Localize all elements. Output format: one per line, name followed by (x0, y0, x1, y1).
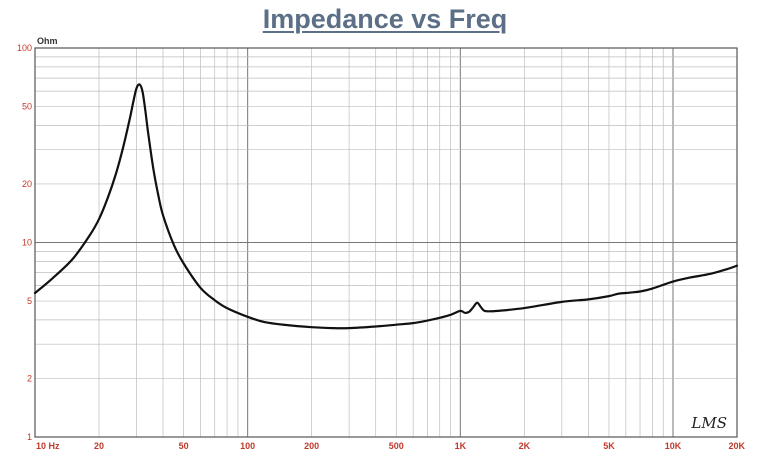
y-tick-label: 100 (17, 43, 32, 53)
x-tick-label: 10 Hz (36, 441, 60, 451)
y-axis-ticks: 100 50 20 10 5 2 1 (17, 43, 32, 442)
y-tick-label: 5 (27, 296, 32, 306)
y-axis-unit: Ohm (37, 36, 58, 46)
x-tick-label: 5K (603, 441, 615, 451)
x-tick-label: 10K (665, 441, 682, 451)
chart-title: Impedance vs Freq (262, 4, 508, 34)
y-tick-label: 2 (27, 373, 32, 383)
x-tick-label: 200 (304, 441, 319, 451)
x-tick-label: 50 (179, 441, 189, 451)
lms-watermark: LMS (690, 414, 727, 432)
x-tick-label: 2K (519, 441, 531, 451)
grid-lines (35, 48, 737, 437)
plot-frame (34, 47, 738, 438)
y-tick-label: 50 (22, 102, 32, 112)
x-tick-label: 500 (389, 441, 404, 451)
x-tick-label: 20K (728, 441, 745, 451)
x-axis-ticks: 10 Hz 20 50 100 200 500 1K 2K 5K 10K 20K (36, 441, 745, 451)
y-tick-label: 20 (22, 179, 32, 189)
impedance-curve (33, 83, 739, 330)
x-tick-label: 20 (94, 441, 104, 451)
y-tick-label: 1 (27, 432, 32, 442)
y-tick-label: 10 (22, 238, 32, 248)
x-tick-label: 100 (240, 441, 255, 451)
x-tick-label: 1K (455, 441, 467, 451)
